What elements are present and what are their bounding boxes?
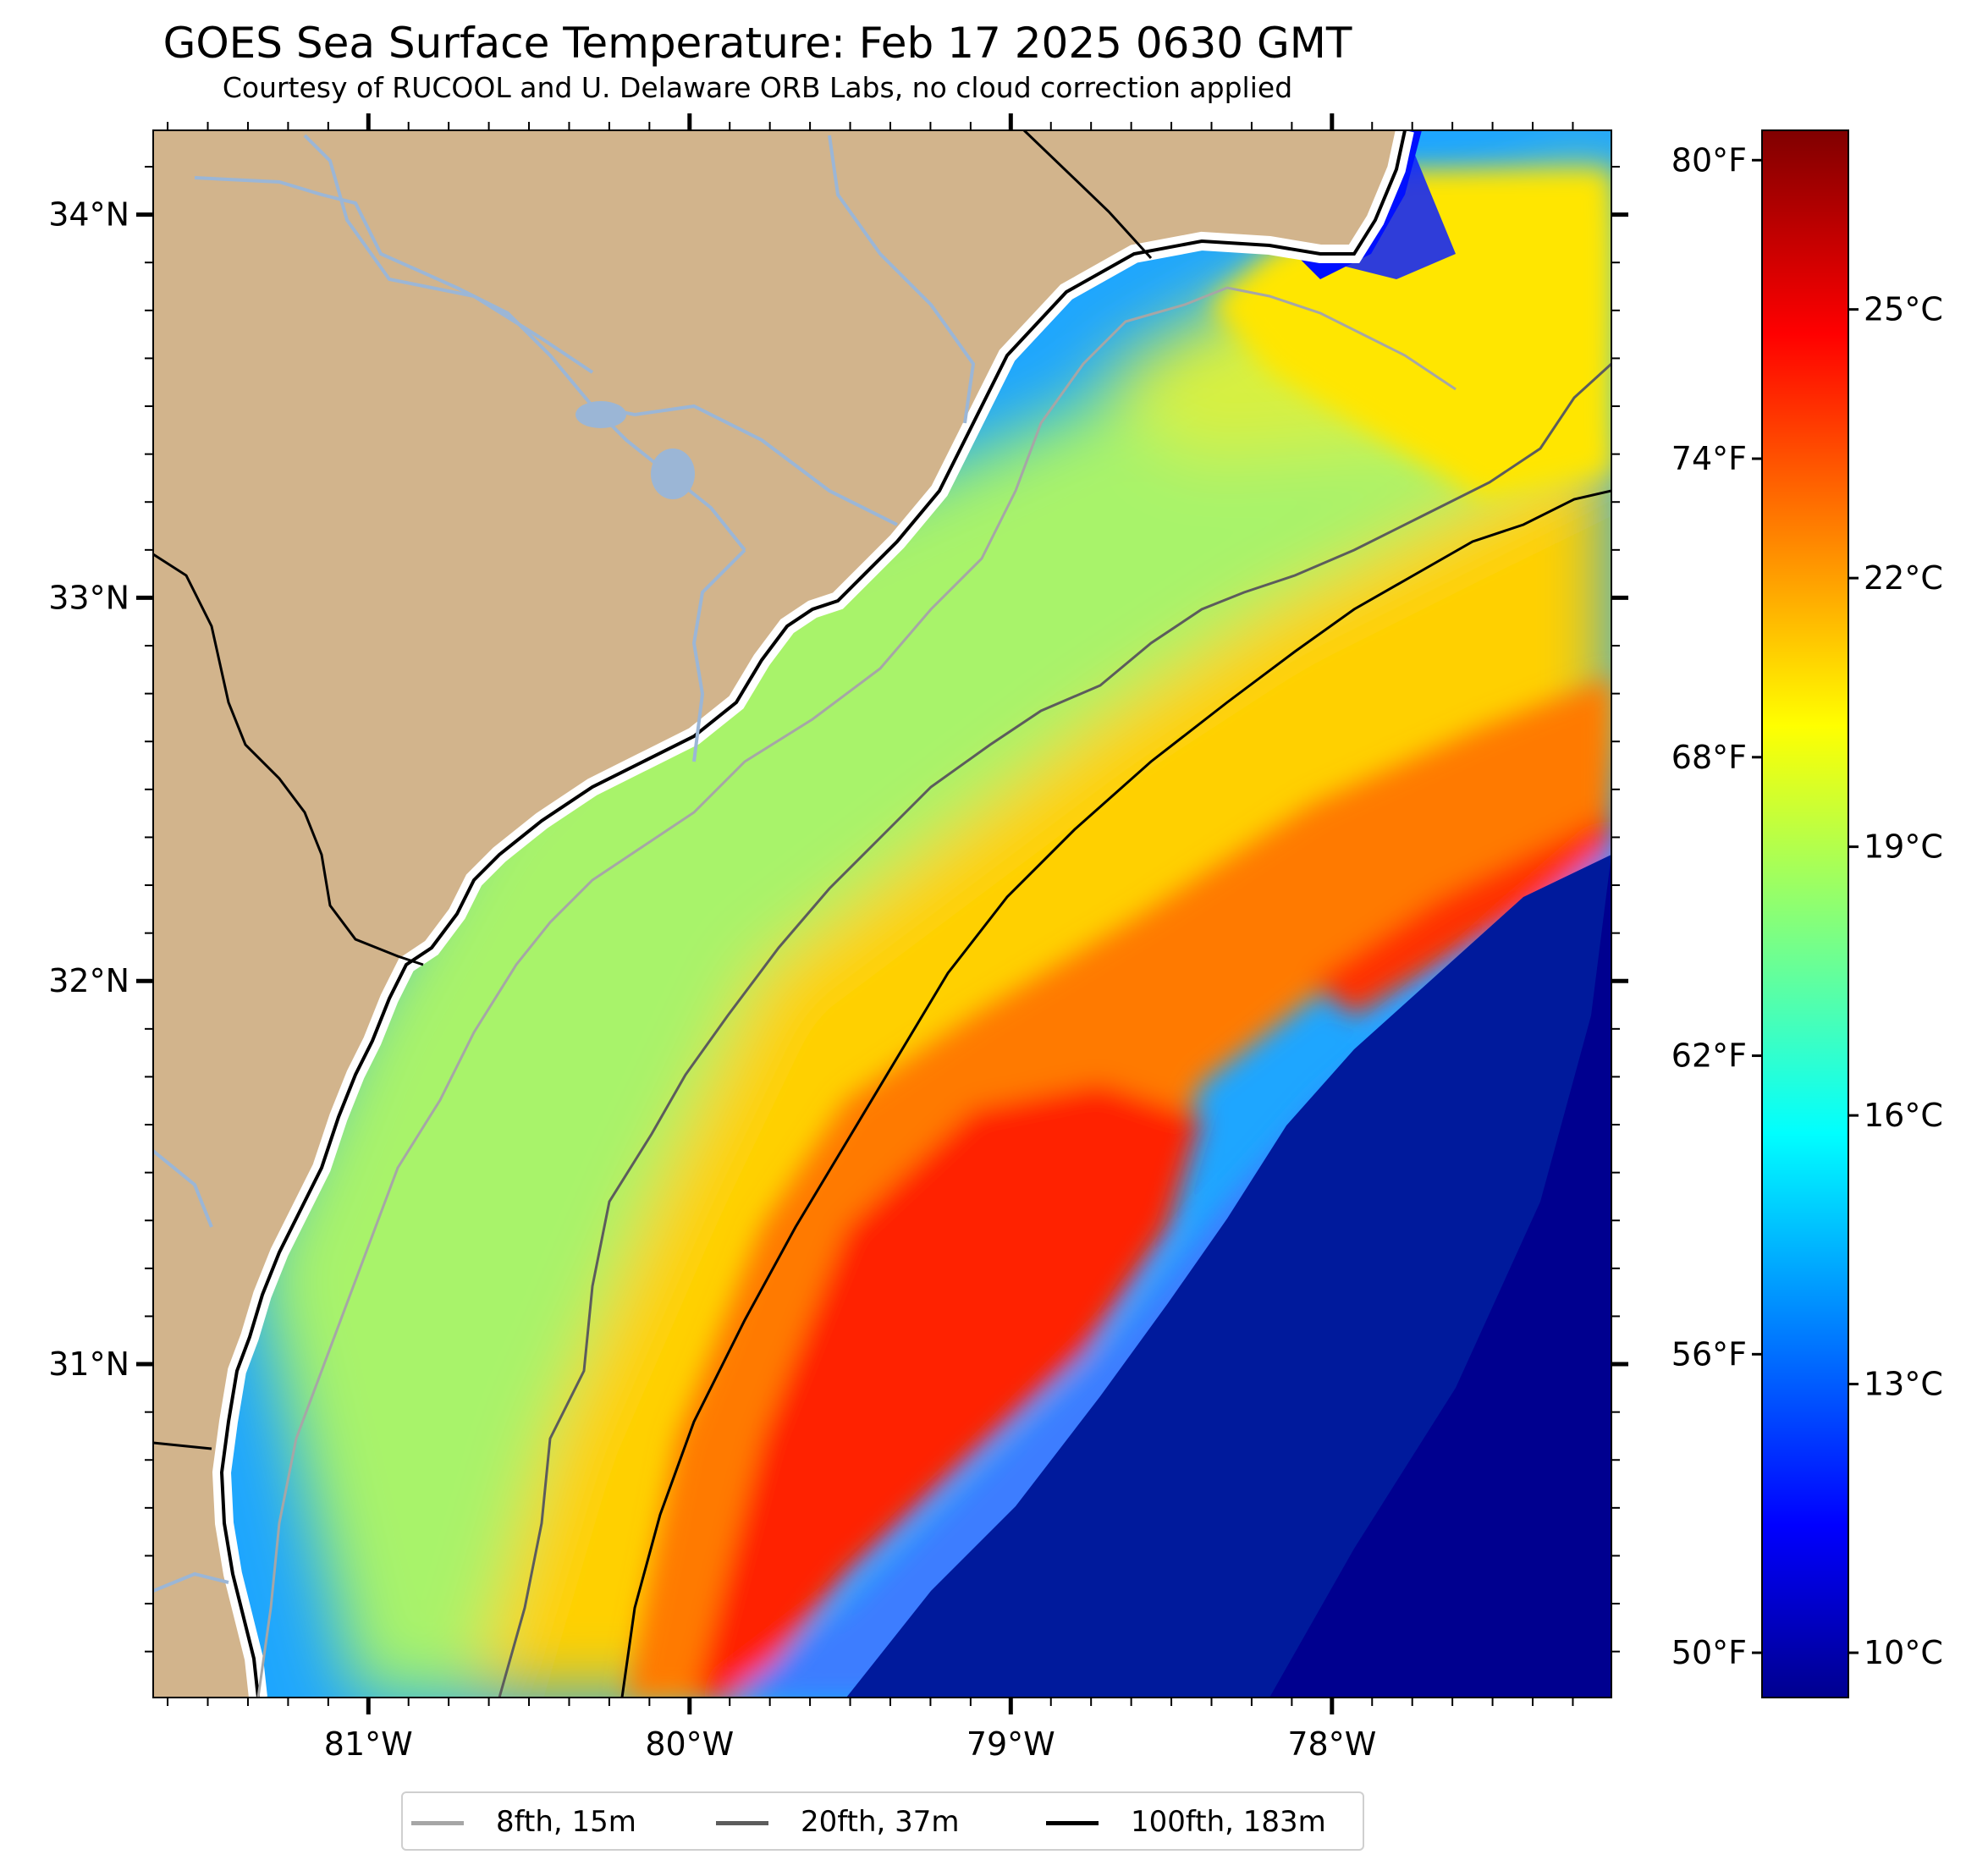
colorbar-f-label: 62°F xyxy=(1671,1037,1747,1075)
legend-label-100fth: 100fth, 183m xyxy=(1131,1805,1326,1839)
colorbar-f-label: 50°F xyxy=(1671,1634,1747,1671)
colorbar-c-label: 25°C xyxy=(1864,291,1943,328)
lat-axis: 34°N 33°N 32°N 31°N xyxy=(48,166,1628,1653)
lat-tick-label: 34°N xyxy=(48,196,129,234)
lat-tick-label: 32°N xyxy=(48,962,129,999)
contour-100fth xyxy=(620,489,1611,1698)
bathymetry-legend: 8fth, 15m 20fth, 37m 100fth, 183m xyxy=(401,1791,1364,1851)
legend-label-8fth: 8fth, 15m xyxy=(496,1805,636,1839)
map-frame xyxy=(152,129,1612,1698)
colorbar-f-label: 74°F xyxy=(1671,440,1747,477)
colorbar-c-label: 10°C xyxy=(1864,1634,1943,1671)
lon-tick-label: 78°W xyxy=(1287,1725,1376,1763)
map-subtitle: Courtesy of RUCOOL and U. Delaware ORB L… xyxy=(222,71,1293,104)
coastline xyxy=(219,130,1407,1698)
legend-swatch-20fth xyxy=(716,1821,768,1825)
sst-field xyxy=(153,130,1611,1698)
colorbar-c-label: 19°C xyxy=(1864,828,1943,866)
lon-tick-label: 79°W xyxy=(966,1725,1055,1763)
legend-swatch-8fth xyxy=(411,1821,464,1825)
lon-tick-label: 80°W xyxy=(645,1725,734,1763)
lat-tick-label: 33°N xyxy=(48,579,129,616)
legend-swatch-100fth xyxy=(1046,1821,1099,1825)
colorbar-axis: 80°F 74°F 68°F 62°F 56°F 50°F 25°C 22°C 19°C 16°C… xyxy=(1671,141,1943,1671)
land-mass xyxy=(153,130,1405,1698)
colorbar-c-label: 16°C xyxy=(1864,1097,1943,1134)
map-title: GOES Sea Surface Temperature: Feb 17 202… xyxy=(162,19,1352,68)
colorbar xyxy=(1761,129,1849,1698)
colorbar-f-label: 56°F xyxy=(1671,1335,1747,1373)
state-borders xyxy=(153,130,1153,1450)
lon-axis: 81°W 80°W 79°W 78°W xyxy=(167,113,1574,1763)
lon-tick-label: 81°W xyxy=(324,1725,413,1763)
colorbar-f-label: 68°F xyxy=(1671,739,1747,776)
legend-label-20fth: 20fth, 37m xyxy=(801,1805,960,1839)
lat-tick-label: 31°N xyxy=(48,1345,129,1383)
contour-20fth xyxy=(498,362,1611,1698)
colorbar-f-label: 80°F xyxy=(1671,141,1747,179)
colorbar-c-label: 13°C xyxy=(1864,1366,1943,1403)
colorbar-c-label: 22°C xyxy=(1864,559,1943,597)
contour-8fth xyxy=(256,286,1457,1698)
